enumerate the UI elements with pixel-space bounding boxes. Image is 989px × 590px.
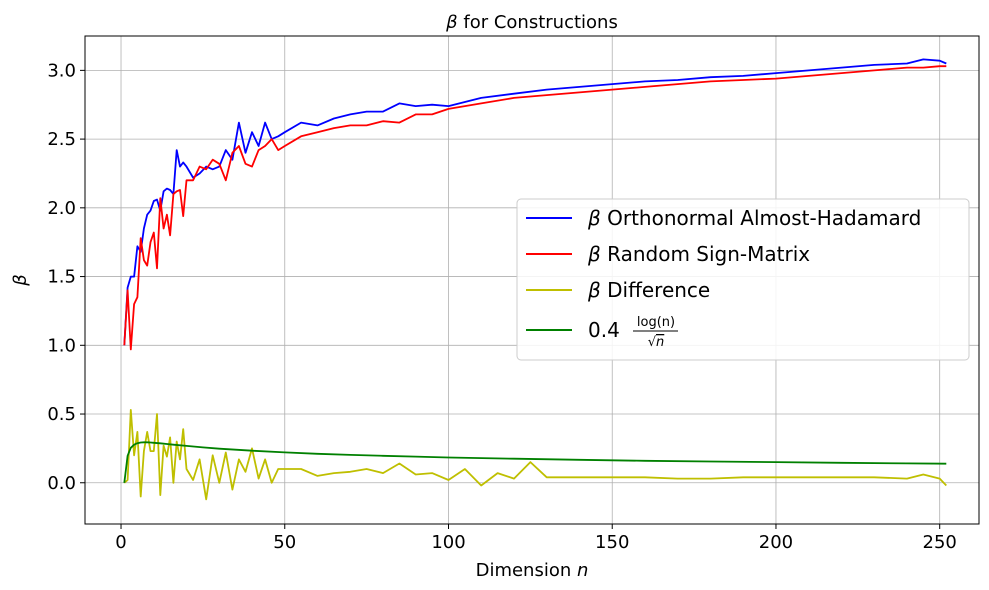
x-tick-label: 250 bbox=[923, 532, 957, 553]
x-tick-label: 50 bbox=[273, 532, 296, 553]
y-tick-label: 1.5 bbox=[47, 267, 76, 288]
legend-label-3: β Difference bbox=[587, 278, 710, 302]
x-axis-title-text: Dimension bbox=[476, 560, 577, 581]
series-line-4 bbox=[123, 441, 947, 483]
y-tick-label: 2.0 bbox=[47, 198, 76, 219]
plot-frame bbox=[84, 35, 980, 525]
legend-label-1: β Orthonormal Almost-Hadamard bbox=[587, 206, 921, 230]
legend-label-4: 0.4 log(n) √n bbox=[588, 315, 678, 350]
x-axis-ticks: 0 50 100 150 200 250 bbox=[115, 524, 957, 553]
legend-label-2: β Random Sign-Matrix bbox=[587, 242, 810, 266]
series-line-3 bbox=[123, 408, 947, 501]
x-tick-label: 200 bbox=[759, 532, 793, 553]
series-lines bbox=[123, 58, 947, 501]
y-tick-label: 0.5 bbox=[47, 404, 76, 425]
formula-numerator: log(n) bbox=[637, 315, 675, 330]
legend-box bbox=[516, 198, 970, 361]
formula-coefficient: 0.4 bbox=[588, 318, 620, 342]
y-axis-title: β bbox=[10, 274, 31, 287]
y-tick-label: 3.0 bbox=[47, 60, 76, 81]
series-line-2 bbox=[123, 65, 947, 351]
y-tick-label: 2.5 bbox=[47, 129, 76, 150]
title-text: for Constructions bbox=[458, 12, 618, 33]
x-axis-title: Dimension n bbox=[476, 560, 589, 581]
formula-denominator: √n bbox=[648, 335, 665, 350]
y-axis-ticks: 0.0 0.5 1.0 1.5 2.0 2.5 3.0 bbox=[47, 60, 85, 494]
y-tick-label: 1.0 bbox=[47, 335, 76, 356]
legend-entries: β Orthonormal Almost-Hadamard β Random Si… bbox=[526, 206, 921, 350]
x-axis-title-var: n bbox=[577, 560, 588, 581]
x-tick-label: 150 bbox=[595, 532, 629, 553]
x-tick-label: 100 bbox=[431, 532, 465, 553]
legend: β Orthonormal Almost-Hadamard β Random Si… bbox=[516, 198, 970, 361]
x-tick-label: 0 bbox=[115, 532, 126, 553]
title-beta-symbol: β bbox=[445, 12, 458, 33]
series-line-1 bbox=[123, 58, 947, 346]
y-tick-label: 0.0 bbox=[47, 473, 76, 494]
chart-title: β for Constructions bbox=[445, 12, 618, 33]
